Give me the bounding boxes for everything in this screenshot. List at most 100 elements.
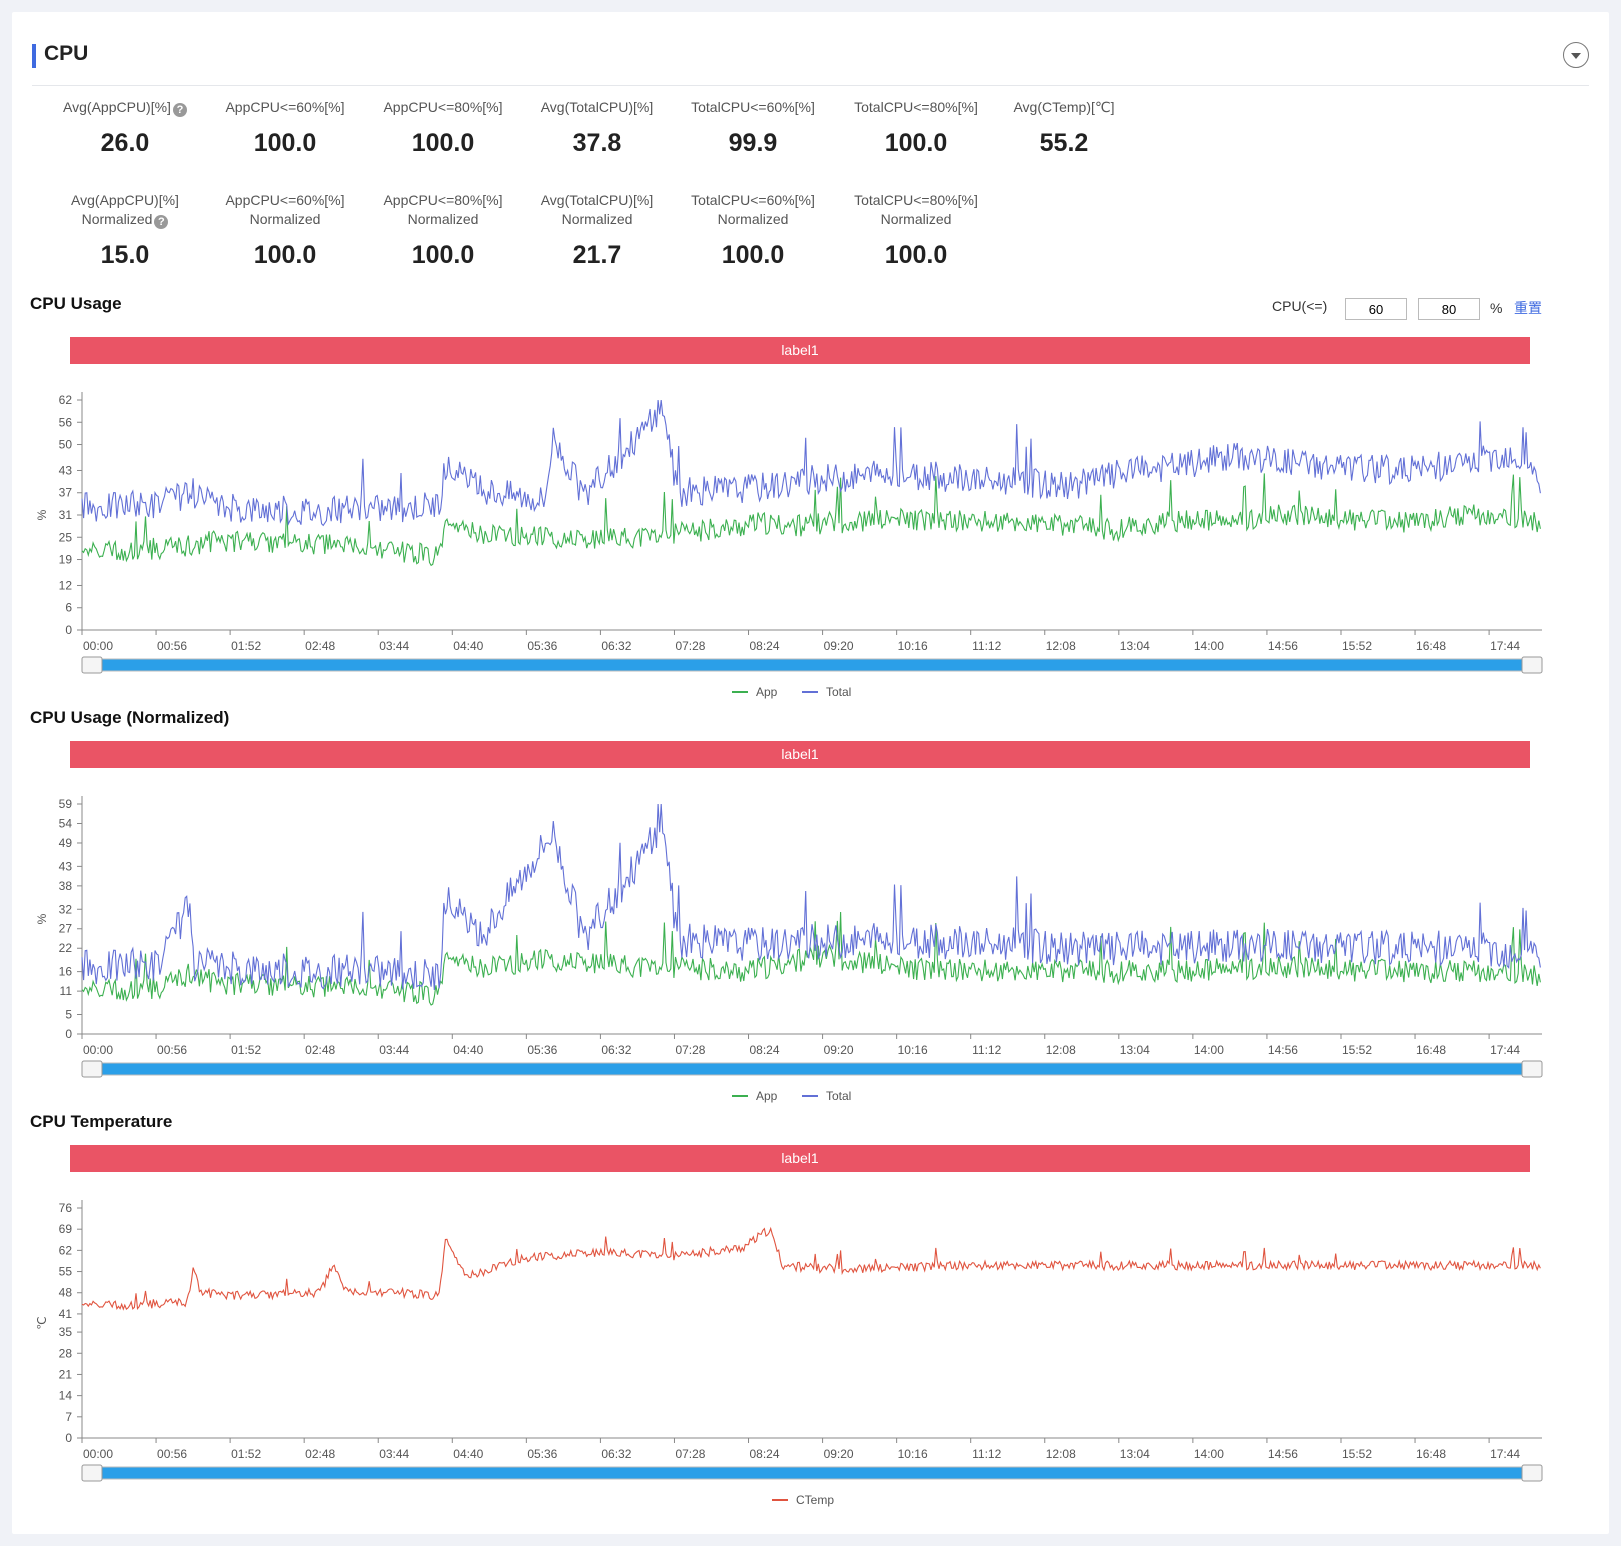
x-tick-label: 00:56: [157, 1447, 187, 1461]
slider-handle-right-icon[interactable]: [1521, 1464, 1543, 1482]
y-tick-label: 56: [59, 415, 73, 429]
cpu-usage-normalized-chart: 0 5 11 16 22 27 32 38 43 49 54 59% 00:00 00:56 01:52 02…: [35, 796, 1543, 1103]
metric-label: Avg(TotalCPU)[%] Normalized: [522, 191, 672, 229]
x-tick-label: 03:44: [379, 1043, 409, 1057]
x-tick-label: 05:36: [527, 1447, 557, 1461]
x-tick-label: 00:00: [83, 639, 113, 653]
x-tick-label: 14:56: [1268, 1447, 1298, 1461]
metric-label-text: Avg(AppCPU)[%]: [63, 99, 171, 115]
cpu-panel: CPU: [12, 12, 1609, 1534]
metric-card: TotalCPU<=60%[%] Normalized 100.0: [678, 191, 828, 270]
chart-band-label: label1: [70, 1145, 1530, 1172]
y-tick-label: 35: [59, 1325, 73, 1339]
y-tick-label: 0: [65, 1027, 72, 1041]
slider-handle-left-icon[interactable]: [81, 656, 103, 674]
x-tick-label: 12:08: [1046, 639, 1076, 653]
collapse-toggle-icon[interactable]: [1563, 42, 1589, 68]
x-tick-label: 03:44: [379, 1447, 409, 1461]
metric-label-text: Avg(TotalCPU)[%]: [540, 99, 654, 115]
metric-label: AppCPU<=80%[%] Normalized: [368, 191, 518, 229]
metric-value: 100.0: [884, 129, 948, 157]
y-tick-label: 12: [59, 578, 73, 592]
y-tick-label: 11: [60, 984, 73, 998]
metric-label-text: Avg(AppCPU)[%]: [71, 192, 179, 208]
metric-card: Avg(CTemp)[℃] 55.2: [989, 98, 1139, 158]
metric-label: TotalCPU<=80%[%] Normalized: [841, 191, 991, 229]
y-tick-label: 25: [59, 530, 73, 544]
x-tick-label: 12:08: [1046, 1043, 1076, 1057]
cpu-filter-label: CPU(<=): [1272, 298, 1328, 314]
slider-handle-right-icon[interactable]: [1521, 1060, 1543, 1078]
title-accent-bar: [32, 44, 36, 68]
metric-label: Avg(AppCPU)[%] Normalized?: [50, 191, 200, 229]
legend-label: App: [756, 685, 778, 699]
x-tick-label: 13:04: [1120, 639, 1150, 653]
x-tick-label: 02:48: [305, 639, 335, 653]
x-tick-label: 01:52: [231, 1447, 261, 1461]
x-tick-label: 10:16: [898, 1447, 928, 1461]
x-tick-label: 00:56: [157, 639, 187, 653]
metric-value: 100.0: [884, 241, 948, 269]
metric-label-text: TotalCPU<=60%[%]: [691, 99, 815, 115]
y-tick-label: 28: [59, 1346, 73, 1360]
help-icon[interactable]: ?: [154, 215, 169, 229]
x-tick-label: 07:28: [675, 1447, 705, 1461]
metric-value: 99.9: [728, 129, 778, 157]
series-line-app: [81, 473, 1541, 567]
series-line-ctemp: [81, 1226, 1541, 1311]
zoom-slider-track: [81, 1466, 1543, 1480]
series-line-total: [81, 399, 1541, 527]
x-tick-label: 11:12: [972, 1043, 1001, 1057]
x-tick-label: 06:32: [601, 1447, 631, 1461]
x-tick-label: 15:52: [1342, 1043, 1372, 1057]
y-axis-label: %: [35, 509, 49, 520]
chart-band-label: label1: [70, 337, 1530, 364]
y-tick-label: 59: [59, 797, 73, 811]
x-tick-label: 11:12: [972, 639, 1001, 653]
x-tick-label: 09:20: [824, 639, 854, 653]
metric-label-text: Avg(TotalCPU)[%]: [540, 192, 654, 208]
x-tick-label: 10:16: [898, 1043, 928, 1057]
x-tick-label: 05:36: [527, 1043, 557, 1057]
y-tick-label: 5: [65, 1008, 72, 1022]
x-tick-label: 08:24: [750, 1043, 780, 1057]
cpu-filter-unit: %: [1490, 300, 1503, 316]
x-tick-label: 15:52: [1342, 1447, 1372, 1461]
cpu-threshold-input-1[interactable]: [1345, 298, 1407, 320]
y-tick-label: 43: [59, 463, 73, 477]
x-tick-label: 16:48: [1416, 1043, 1446, 1057]
x-tick-label: 14:00: [1194, 1447, 1224, 1461]
panel-header: CPU: [32, 30, 1589, 86]
metric-value: 100.0: [253, 241, 317, 269]
legend-label: CTemp: [796, 1493, 834, 1507]
metric-label-normalized: Normalized: [81, 211, 153, 227]
x-tick-label: 02:48: [305, 1447, 335, 1461]
metric-value: 26.0: [100, 129, 150, 157]
metric-value: 15.0: [100, 241, 150, 269]
slider-handle-left-icon[interactable]: [81, 1060, 103, 1078]
reset-link[interactable]: 重置: [1514, 300, 1542, 316]
metric-value: 100.0: [411, 241, 475, 269]
metric-label-normalized: Normalized: [561, 211, 633, 227]
cpu-threshold-input-2[interactable]: [1418, 298, 1480, 320]
metric-label: AppCPU<=80%[%]: [368, 98, 518, 117]
metric-value: 21.7: [572, 241, 622, 269]
x-tick-label: 00:56: [157, 1043, 187, 1057]
cpu-usage-chart: 0 6 12 19 25 31 37 43 50 56 62% 00:00 00:56 01:52 02:4…: [35, 392, 1543, 699]
slider-handle-right-icon[interactable]: [1521, 656, 1543, 674]
metric-label-normalized: Normalized: [717, 211, 789, 227]
metric-label-text: AppCPU<=80%[%]: [383, 192, 503, 208]
help-icon[interactable]: ?: [172, 103, 187, 117]
series-line-app: [81, 911, 1541, 1006]
slider-handle-left-icon[interactable]: [81, 1464, 103, 1482]
metric-card: Avg(TotalCPU)[%] 37.8: [522, 98, 672, 158]
y-tick-label: 22: [59, 941, 73, 955]
x-tick-label: 13:04: [1120, 1447, 1150, 1461]
cpu-temperature-chart: 0 7 14 21 28 35 41 48 55 62 69 76 ℃ 00:00 00:56 01:52 02…: [35, 1200, 1543, 1507]
y-tick-label: 27: [59, 922, 73, 936]
x-tick-label: 17:44: [1490, 639, 1520, 653]
y-tick-label: 21: [59, 1367, 73, 1381]
y-tick-label: 49: [59, 836, 73, 850]
y-tick-label: 62: [59, 393, 73, 407]
x-tick-label: 06:32: [601, 1043, 631, 1057]
